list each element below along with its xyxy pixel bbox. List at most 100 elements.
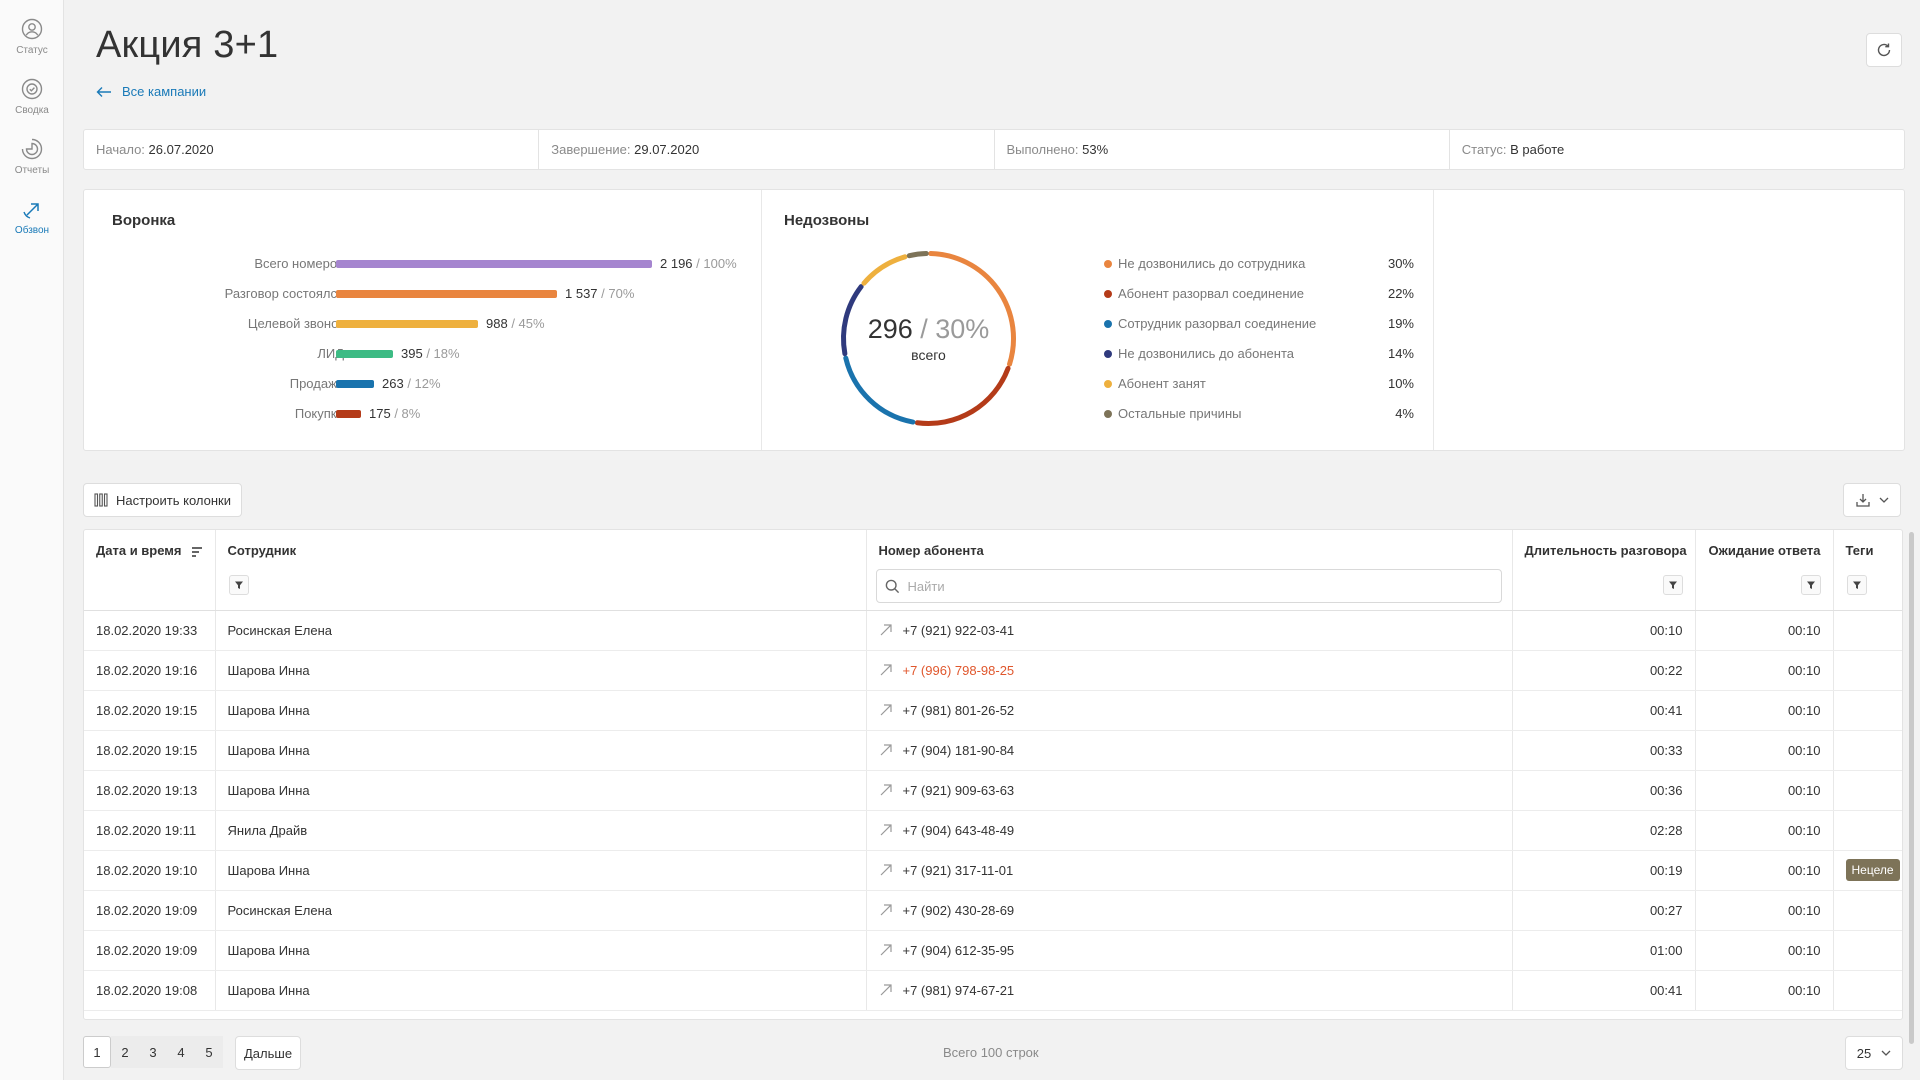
page-button[interactable]: 4 xyxy=(167,1036,195,1068)
back-link-label: Все кампании xyxy=(122,84,207,99)
next-page-button[interactable]: Дальше xyxy=(235,1036,302,1070)
wait-filter-button[interactable] xyxy=(1800,575,1821,595)
phone-number[interactable]: +7 (996) 798-98-25 xyxy=(902,662,1015,678)
cell-wait: 00:10 xyxy=(1695,970,1834,1011)
cell-phone: +7 (921) 317-11-01 xyxy=(866,850,1513,891)
phone-number[interactable]: +7 (902) 430-28-69 xyxy=(902,902,1015,918)
table-row[interactable]: 18.02.2020 19:15 Шарова Инна +7 (981) 801-… xyxy=(84,690,1902,731)
sort-icon[interactable] xyxy=(191,546,203,557)
page-button[interactable]: 5 xyxy=(195,1036,223,1068)
cell-duration: 00:19 xyxy=(1512,850,1696,891)
cell-wait: 00:10 xyxy=(1695,810,1834,851)
column-header-employee-label: Сотрудник xyxy=(227,543,297,558)
sidebar-item-calling[interactable]: Обзвон xyxy=(0,198,64,236)
outgoing-call-icon xyxy=(880,864,892,876)
phone-number[interactable]: +7 (921) 317-11-01 xyxy=(902,862,1014,878)
search-icon xyxy=(885,579,899,593)
legend-pct: 19% xyxy=(1387,316,1414,331)
phone-number[interactable]: +7 (981) 974-67-21 xyxy=(902,982,1015,998)
phone-number[interactable]: +7 (904) 612-35-95 xyxy=(902,942,1015,958)
phone-number[interactable]: +7 (904) 643-48-49 xyxy=(902,822,1015,838)
table-row[interactable]: 18.02.2020 19:09 Шарова Инна +7 (904) 612-… xyxy=(84,930,1902,971)
column-header-employee: Сотрудник xyxy=(215,530,867,611)
info-status-label: Статус: xyxy=(1461,142,1507,157)
page-size-select[interactable]: 25 xyxy=(1845,1036,1903,1070)
cell-employee: Шарова Инна xyxy=(215,850,867,891)
sidebar-item-reports[interactable]: Отчеты xyxy=(0,138,64,176)
cell-wait: 00:10 xyxy=(1695,690,1834,731)
sidebar-item-status[interactable]: Статус xyxy=(0,18,64,56)
funnel-bar xyxy=(336,290,557,298)
cell-wait: 00:10 xyxy=(1695,770,1834,811)
table-row[interactable]: 18.02.2020 19:13 Шарова Инна +7 (921) 909-… xyxy=(84,770,1902,811)
legend-pct: 30% xyxy=(1387,256,1414,271)
outgoing-call-icon xyxy=(880,824,892,836)
outgoing-call-icon xyxy=(23,203,39,219)
duration-filter-button[interactable] xyxy=(1662,575,1683,595)
legend-label: Не дозвонились до сотрудника xyxy=(1118,256,1306,271)
sidebar-item-summary[interactable]: Сводка xyxy=(0,78,64,116)
info-start-label: Начало: xyxy=(96,142,145,157)
cell-tags xyxy=(1833,690,1902,731)
outgoing-call-icon xyxy=(880,904,892,916)
cell-datetime: 18.02.2020 19:08 xyxy=(84,970,216,1011)
column-header-datetime[interactable]: Дата и время xyxy=(84,530,216,611)
info-start: Начало: 26.07.2020 xyxy=(84,130,540,169)
cell-employee: Шарова Инна xyxy=(215,930,867,971)
back-link[interactable]: Все кампании xyxy=(96,84,206,99)
phone-number[interactable]: +7 (981) 801-26-52 xyxy=(902,702,1015,718)
page-button[interactable]: 1 xyxy=(83,1036,111,1068)
column-header-datetime-label: Дата и время xyxy=(96,543,182,558)
funnel-row-label: Разговор состоялся xyxy=(224,286,344,301)
cell-wait: 00:10 xyxy=(1695,610,1834,651)
table-scrollbar[interactable] xyxy=(1909,532,1914,1044)
employee-filter-button[interactable] xyxy=(228,575,249,595)
configure-columns-button[interactable]: Настроить колонки xyxy=(83,483,243,517)
cell-datetime: 18.02.2020 19:13 xyxy=(84,770,216,811)
phone-number[interactable]: +7 (904) 181-90-84 xyxy=(902,742,1015,758)
phone-number[interactable]: +7 (921) 909-63-63 xyxy=(902,782,1015,798)
cell-phone: +7 (981) 801-26-52 xyxy=(866,690,1513,731)
table-row[interactable]: 18.02.2020 19:33 Росинская Елена +7 (921) … xyxy=(84,610,1902,651)
legend-pct: 14% xyxy=(1387,346,1414,361)
stats-divider xyxy=(1433,190,1434,450)
table-row[interactable]: 18.02.2020 19:09 Росинская Елена +7 (902) … xyxy=(84,890,1902,931)
column-header-phone-label: Номер абонента xyxy=(878,543,984,558)
outgoing-call-icon xyxy=(880,784,892,796)
phone-number[interactable]: +7 (921) 922-03-41 xyxy=(902,622,1015,638)
funnel-row-value: 1 537 / 70% xyxy=(565,286,634,301)
legend-dot xyxy=(1104,260,1112,268)
refresh-button[interactable] xyxy=(1866,33,1902,67)
funnel-bar xyxy=(336,410,361,418)
cell-phone: +7 (904) 612-35-95 xyxy=(866,930,1513,971)
refresh-icon xyxy=(1877,43,1891,57)
filter-icon xyxy=(1806,581,1815,589)
funnel-row-count: 2 196 xyxy=(660,256,693,271)
funnel-row-pct: / 18% xyxy=(426,346,460,361)
column-header-wait: Ожидание ответа xyxy=(1695,530,1834,611)
tag-chip[interactable]: Нецеле xyxy=(1845,859,1900,881)
info-done-value: 53% xyxy=(1082,142,1109,157)
page-button[interactable]: 3 xyxy=(139,1036,167,1068)
table-row[interactable]: 18.02.2020 19:10 Шарова Инна +7 (921) 317-… xyxy=(84,850,1902,891)
page-button[interactable]: 2 xyxy=(111,1036,139,1068)
table-row[interactable]: 18.02.2020 19:15 Шарова Инна +7 (904) 181-… xyxy=(84,730,1902,771)
table-row[interactable]: 18.02.2020 19:16 Шарова Инна +7 (996) 798-… xyxy=(84,650,1902,691)
stats-divider xyxy=(761,190,762,450)
phone-search-input[interactable] xyxy=(907,578,1488,594)
tags-filter-button[interactable] xyxy=(1846,575,1867,595)
funnel-row-label: Покупка xyxy=(294,406,344,421)
outgoing-call-icon xyxy=(880,664,892,676)
stats-panel: Воронка Всего номеров 2 196 / 100% Разгово… xyxy=(83,189,1905,451)
cell-datetime: 18.02.2020 19:11 xyxy=(84,810,216,851)
cell-tags xyxy=(1833,810,1902,851)
export-button[interactable] xyxy=(1843,483,1901,517)
calls-table: Дата и время Сотрудник Номер абонента xyxy=(83,529,1903,1020)
table-row[interactable]: 18.02.2020 19:11 Янила Драйв +7 (904) 643-… xyxy=(84,810,1902,851)
table-row[interactable]: 18.02.2020 19:08 Шарова Инна +7 (981) 974-… xyxy=(84,970,1902,1011)
filter-icon xyxy=(1668,581,1677,589)
cell-duration: 02:28 xyxy=(1512,810,1696,851)
legend-pct: 10% xyxy=(1387,376,1414,391)
funnel-bar xyxy=(336,260,652,268)
column-header-phone: Номер абонента xyxy=(866,530,1513,611)
